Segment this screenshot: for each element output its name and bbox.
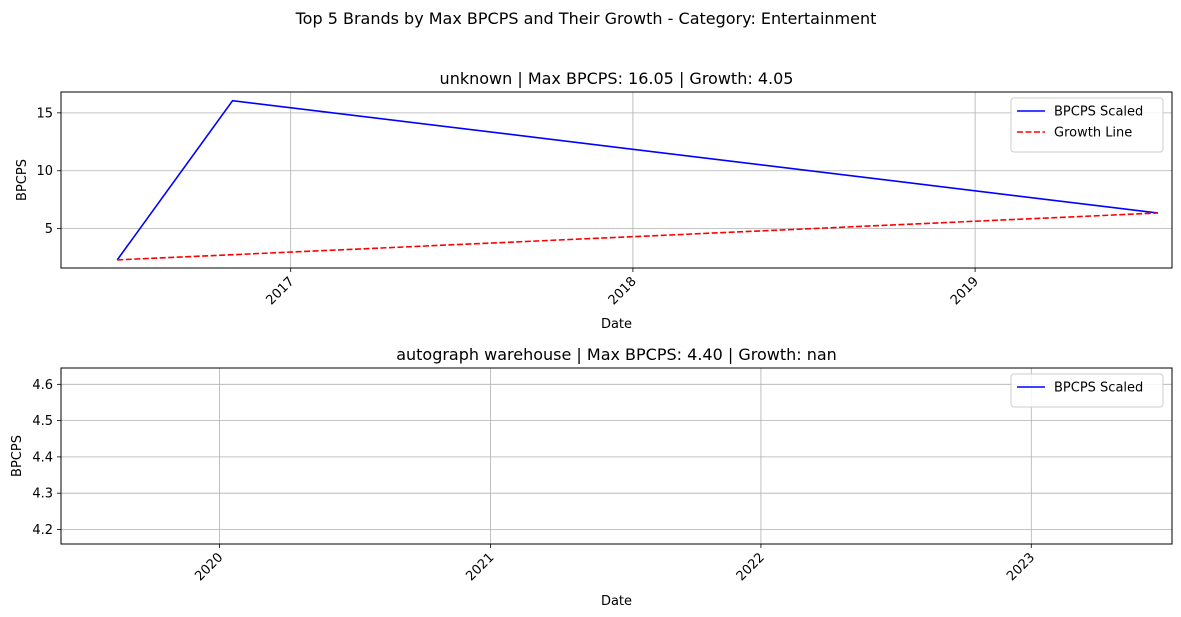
y-tick-label: 4.6 <box>32 378 53 393</box>
y-axis-label: BPCPS <box>10 435 25 477</box>
x-tick-label: 2020 <box>192 550 226 584</box>
series-line-bpcps <box>116 99 1159 261</box>
y-tick-label: 4.5 <box>32 414 53 429</box>
plot-frame <box>60 367 1173 545</box>
x-axis-label: Date <box>601 317 632 332</box>
y-tick-label: 4.4 <box>32 450 53 465</box>
legend-label: BPCPS Scaled <box>1054 105 1143 120</box>
y-tick-label: 5 <box>45 222 53 237</box>
legend: BPCPS Scaled <box>1010 373 1164 408</box>
subplot-2: 2020 2021 2022 2023 4.2 4.3 4.4 4.5 4.6 autograph… <box>10 345 1173 609</box>
x-tick-label: 2021 <box>463 550 497 584</box>
y-tick-label: 4.3 <box>32 487 53 502</box>
y-tick-label: 15 <box>36 106 53 121</box>
y-tick-label: 10 <box>36 164 53 179</box>
subplot-1: 2017 2018 2019 5 10 15 unknown | Max BPCPS: 16… <box>15 69 1173 332</box>
x-tick-label: 2017 <box>264 274 298 308</box>
legend-label: Growth Line <box>1054 126 1132 141</box>
x-tick-label: 2022 <box>734 550 768 584</box>
x-tick-label: 2018 <box>606 274 640 308</box>
y-axis-label: BPCPS <box>15 159 30 201</box>
x-tick-label: 2019 <box>948 274 982 308</box>
figure-title: Top 5 Brands by Max BPCPS and Their Grow… <box>295 9 877 28</box>
subplot-title: unknown | Max BPCPS: 16.05 | Growth: 4.0… <box>440 69 794 88</box>
plot-frame <box>60 91 1173 269</box>
legend-label: BPCPS Scaled <box>1054 381 1143 396</box>
subplot-title: autograph warehouse | Max BPCPS: 4.40 | … <box>396 345 837 364</box>
legend: BPCPS Scaled Growth Line <box>1010 97 1164 153</box>
series-line-growth <box>117 212 1158 261</box>
y-tick-label: 4.2 <box>32 523 53 538</box>
legend-box <box>1010 373 1164 408</box>
x-tick-label: 2023 <box>1004 550 1038 584</box>
x-axis-label: Date <box>601 594 632 609</box>
legend-box <box>1010 97 1164 153</box>
